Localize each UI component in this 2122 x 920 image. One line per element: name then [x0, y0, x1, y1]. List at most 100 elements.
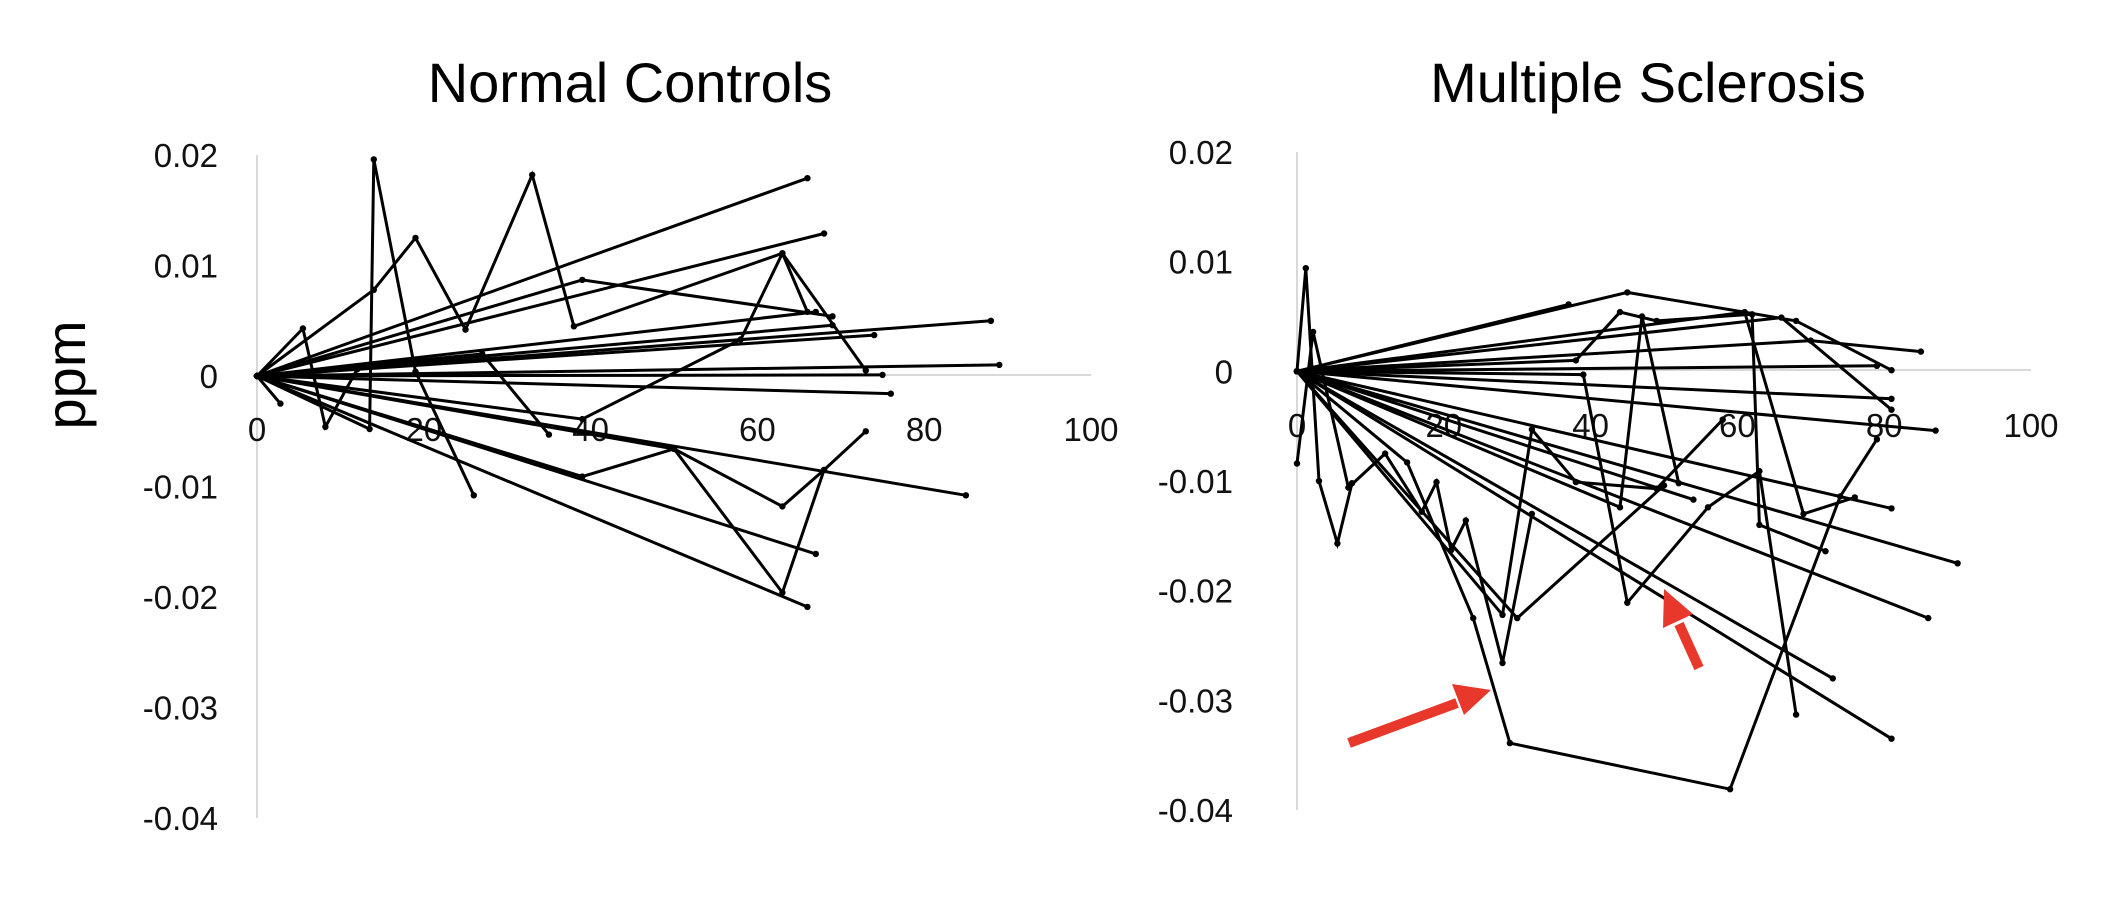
chart-title-normal-controls: Normal Controls	[428, 51, 833, 114]
arrow-head	[1663, 589, 1693, 628]
series-line	[256, 176, 808, 378]
data-point	[570, 323, 578, 330]
data-point	[1954, 560, 1961, 567]
data-point	[779, 250, 786, 257]
data-point	[804, 175, 811, 182]
series-line	[1296, 369, 1892, 510]
data-point	[1925, 614, 1932, 622]
data-point	[1381, 450, 1389, 457]
annotation-arrow	[1663, 589, 1704, 671]
chart-normal-controls: Normal Controls 0 20 40 60 80 1000.020.010-0.…	[143, 51, 1119, 837]
data-point	[1616, 308, 1624, 316]
chart-title-multiple-sclerosis: Multiple Sclerosis	[1430, 51, 1866, 114]
series-line	[256, 373, 883, 378]
data-point	[412, 234, 419, 242]
series-group	[253, 156, 1003, 611]
data-point	[871, 331, 878, 339]
data-point	[1778, 314, 1785, 321]
data-point	[462, 326, 469, 333]
series-line	[1296, 316, 1681, 510]
data-point	[1756, 467, 1763, 475]
series-line	[1296, 369, 1936, 433]
arrow-head	[1452, 684, 1491, 715]
series-line	[256, 170, 809, 378]
data-point	[370, 156, 377, 163]
series-line	[1296, 369, 1959, 565]
series-line	[256, 374, 826, 596]
data-point	[879, 371, 886, 379]
series-line	[1296, 290, 1893, 373]
data-point	[1499, 611, 1506, 618]
data-point	[820, 466, 828, 474]
chart-multiple-sclerosis: Multiple Sclerosis 0 20 40 60 80 1000.020.010…	[1158, 51, 2059, 829]
series-line	[1296, 369, 1929, 620]
data-point	[1829, 675, 1837, 682]
arrow-shaft	[1347, 698, 1459, 748]
data-point	[1807, 337, 1815, 344]
series-line	[256, 310, 816, 378]
x-tick-label: 100	[2003, 407, 2058, 444]
data-point	[1690, 496, 1697, 503]
data-point	[1800, 510, 1807, 518]
data-point	[1506, 739, 1514, 747]
data-point	[1624, 289, 1631, 296]
data-point	[1888, 367, 1895, 374]
data-point	[829, 313, 836, 320]
data-point	[1822, 548, 1829, 555]
data-point	[1572, 357, 1580, 364]
data-point	[253, 372, 261, 380]
data-point	[1433, 478, 1440, 486]
x-tick-label: 100	[1063, 411, 1118, 448]
annotation-arrow	[1347, 684, 1491, 748]
x-tick-label: 80	[906, 411, 943, 448]
y-tick-label: -0.03	[143, 690, 218, 727]
data-point	[1756, 521, 1763, 529]
data-point	[862, 428, 869, 435]
series-line	[255, 375, 282, 405]
series-line	[256, 363, 1000, 378]
data-point	[1873, 362, 1881, 369]
data-point	[1624, 599, 1631, 606]
data-point	[579, 276, 586, 284]
data-point	[579, 415, 586, 423]
series-line	[1296, 370, 1893, 740]
data-point	[1726, 786, 1734, 793]
data-point	[987, 317, 995, 324]
data-point	[1580, 371, 1587, 378]
series-line	[1296, 369, 1834, 680]
y-axis-label: ppm	[34, 321, 97, 430]
data-point	[1616, 504, 1624, 511]
data-point	[1345, 484, 1352, 491]
series-line	[1296, 369, 1892, 401]
data-point	[887, 390, 894, 397]
data-point	[1873, 436, 1881, 443]
y-tick-label: 0	[1215, 353, 1233, 390]
data-point	[1888, 505, 1895, 512]
y-tick-label: -0.04	[143, 800, 218, 837]
data-point	[299, 325, 307, 332]
y-tick-label: 0.02	[1169, 134, 1233, 171]
data-point	[862, 367, 869, 374]
data-point	[1462, 517, 1470, 524]
data-point	[1888, 395, 1895, 402]
series-group	[1293, 265, 1961, 793]
series-line	[256, 374, 867, 509]
data-point	[1499, 659, 1506, 667]
y-tick-label: 0.01	[1169, 244, 1233, 281]
series-line	[256, 374, 817, 556]
data-point	[479, 350, 486, 358]
data-point	[812, 550, 819, 558]
data-point	[1660, 482, 1668, 489]
data-point	[1302, 265, 1310, 272]
data-point	[1315, 477, 1323, 485]
series-line	[1296, 364, 1877, 373]
y-tick-label: 0	[200, 358, 218, 395]
data-point	[277, 400, 284, 407]
y-tick-label: -0.04	[1158, 792, 1233, 829]
y-tick-label: -0.03	[1158, 682, 1233, 719]
data-point	[1792, 317, 1800, 325]
y-tick-label: -0.01	[143, 469, 218, 506]
data-point	[996, 361, 1003, 369]
data-point	[529, 171, 536, 179]
